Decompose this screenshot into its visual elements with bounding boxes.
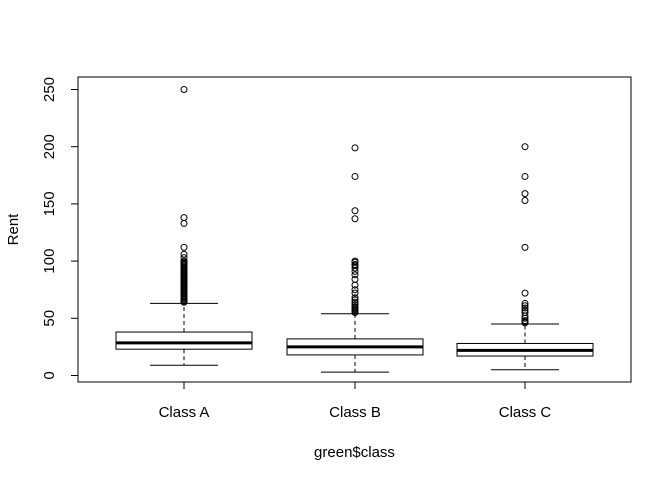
y-tick-label: 100 — [41, 249, 58, 274]
outlier-point — [521, 172, 529, 180]
y-tick-label: 150 — [41, 191, 58, 216]
y-axis-title: Rent — [5, 213, 22, 246]
outlier-point — [351, 275, 359, 283]
outlier-point — [521, 304, 529, 312]
outlier-point — [180, 254, 188, 262]
outlier-point — [351, 281, 359, 289]
outlier-point — [351, 261, 359, 269]
outlier-point — [351, 301, 359, 309]
outlier-point — [180, 86, 188, 93]
outlier-point — [521, 289, 529, 297]
outlier-point — [351, 207, 359, 215]
outlier-point — [521, 190, 529, 198]
y-tick-label: 250 — [41, 77, 58, 102]
outlier-point — [521, 317, 529, 325]
y-axis: 0 50 100 150 200 250 — [41, 77, 79, 380]
outlier-point — [351, 289, 359, 297]
x-tick-label: Class B — [329, 404, 381, 421]
outlier-point — [180, 219, 188, 227]
x-axis: Class A Class B Class C — [159, 381, 552, 421]
box-group — [115, 86, 253, 366]
outlier-point — [521, 302, 529, 310]
outlier-point — [351, 294, 359, 302]
outlier-point — [351, 296, 359, 304]
outlier-point — [521, 309, 529, 317]
outlier-point — [521, 299, 529, 307]
outlier-point — [180, 214, 188, 222]
outlier-point — [351, 257, 359, 265]
outlier-point — [351, 271, 359, 279]
outlier-point — [351, 298, 359, 306]
box-group — [286, 144, 424, 373]
box-group — [456, 143, 594, 371]
outlier-point — [351, 144, 359, 152]
outlier-point — [180, 243, 188, 251]
outlier-point — [521, 196, 529, 204]
outlier-point — [521, 306, 529, 314]
x-tick-label: Class A — [159, 404, 210, 421]
outlier-point — [180, 257, 188, 265]
boxes-layer — [115, 86, 594, 373]
outlier-point — [351, 286, 359, 294]
x-tick-label: Class C — [499, 404, 552, 421]
y-tick-label: 200 — [41, 134, 58, 159]
x-axis-title: green$class — [314, 444, 395, 461]
y-tick-label: 0 — [41, 371, 58, 379]
outlier-point — [521, 243, 529, 251]
y-tick-label: 50 — [41, 310, 58, 327]
box-iqr — [115, 331, 253, 350]
outlier-point — [351, 172, 359, 180]
outlier-point — [180, 250, 188, 258]
outlier-point — [351, 303, 359, 311]
outlier-point — [521, 143, 529, 151]
outlier-point — [351, 215, 359, 223]
